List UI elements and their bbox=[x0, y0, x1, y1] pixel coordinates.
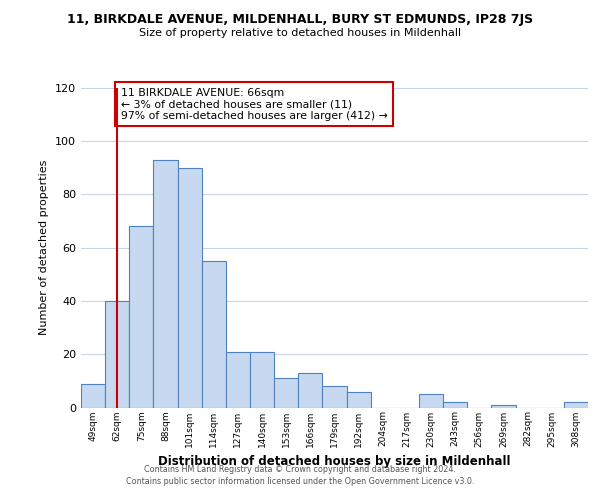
Bar bbox=[202, 261, 226, 408]
Bar bbox=[226, 352, 250, 408]
X-axis label: Distribution of detached houses by size in Mildenhall: Distribution of detached houses by size … bbox=[158, 455, 511, 468]
Text: 11 BIRKDALE AVENUE: 66sqm
← 3% of detached houses are smaller (11)
97% of semi-d: 11 BIRKDALE AVENUE: 66sqm ← 3% of detach… bbox=[121, 88, 388, 120]
Bar bbox=[443, 402, 467, 407]
Bar bbox=[298, 373, 322, 408]
Bar bbox=[129, 226, 154, 408]
Text: 11, BIRKDALE AVENUE, MILDENHALL, BURY ST EDMUNDS, IP28 7JS: 11, BIRKDALE AVENUE, MILDENHALL, BURY ST… bbox=[67, 12, 533, 26]
Y-axis label: Number of detached properties: Number of detached properties bbox=[40, 160, 49, 335]
Text: Contains HM Land Registry data © Crown copyright and database right 2024.: Contains HM Land Registry data © Crown c… bbox=[144, 465, 456, 474]
Bar bbox=[491, 405, 515, 407]
Text: Size of property relative to detached houses in Mildenhall: Size of property relative to detached ho… bbox=[139, 28, 461, 38]
Bar bbox=[105, 301, 129, 408]
Text: Contains public sector information licensed under the Open Government Licence v3: Contains public sector information licen… bbox=[126, 477, 474, 486]
Bar bbox=[250, 352, 274, 408]
Bar bbox=[347, 392, 371, 407]
Bar bbox=[154, 160, 178, 408]
Bar bbox=[322, 386, 347, 407]
Bar bbox=[564, 402, 588, 407]
Bar bbox=[178, 168, 202, 408]
Bar bbox=[274, 378, 298, 408]
Bar bbox=[419, 394, 443, 407]
Bar bbox=[81, 384, 105, 407]
